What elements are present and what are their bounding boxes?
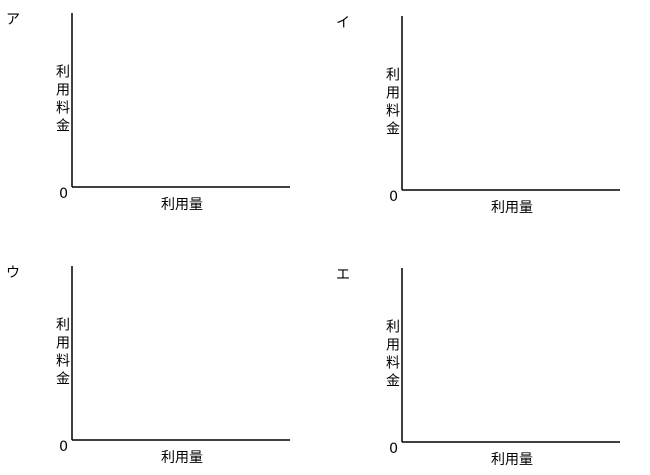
y-tick-label: 0 xyxy=(389,441,398,457)
y-tick-label: 0 xyxy=(59,439,68,455)
y-axis-label: 利用料金 xyxy=(54,64,70,136)
y-tick-label: 0 xyxy=(389,189,398,205)
y-axis-label: 利用料金 xyxy=(54,317,70,389)
x-axis-label: 利用量 xyxy=(491,452,533,468)
panel-title: ウ xyxy=(6,265,20,281)
x-axis-label: 利用量 xyxy=(161,197,203,213)
y-tick-label: 0 xyxy=(59,186,68,202)
panel-title: イ xyxy=(336,15,350,31)
y-axis-label: 利用料金 xyxy=(384,319,400,391)
x-axis-label: 利用量 xyxy=(491,200,533,216)
panel-title: ア xyxy=(6,12,20,28)
y-axis-label: 利用料金 xyxy=(384,67,400,139)
x-axis-label: 利用量 xyxy=(161,450,203,466)
panel-title: エ xyxy=(336,267,350,283)
